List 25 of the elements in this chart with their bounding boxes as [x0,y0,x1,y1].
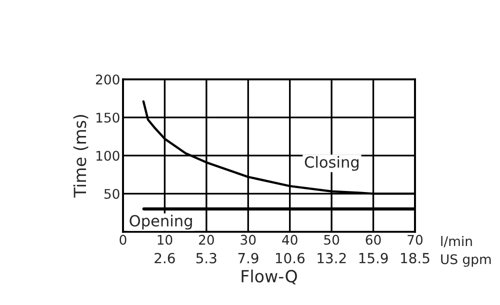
x-tick-label: 0 [120,234,126,245]
x-tick-label: 50 [324,234,340,245]
x-tick-label: 10 [158,234,172,245]
series-label: Closing [304,156,358,171]
y-tick-label: 50 [104,188,120,199]
x2-tick-label: 15.9 [359,252,388,264]
x2-tick-label: 18.5 [401,252,430,264]
y-tick-label: 100 [96,150,120,161]
x-tick-label: 70 [408,234,423,245]
y-axis-title: Time (ms) [73,114,88,198]
x-tick-label: 60 [366,234,381,245]
x2-tick-label: 2.6 [154,252,175,264]
text: l/min [441,236,472,248]
x2-tick-label: 10.6 [276,252,305,264]
y-tick-label: 150 [96,112,120,123]
text: US gpm [441,254,491,267]
x2-tick-label: 13.2 [318,252,346,264]
x-tick-label: 20 [199,234,214,245]
x-tick-label: 30 [240,234,256,245]
y-tick-label: 200 [96,74,120,84]
series-label: Opening [130,214,192,230]
x2-tick-label: 7.9 [238,252,258,264]
x-tick-label: 40 [282,234,298,245]
x-axis-title: Flow-Q [242,270,297,284]
x2-tick-label: 5.3 [196,252,216,264]
